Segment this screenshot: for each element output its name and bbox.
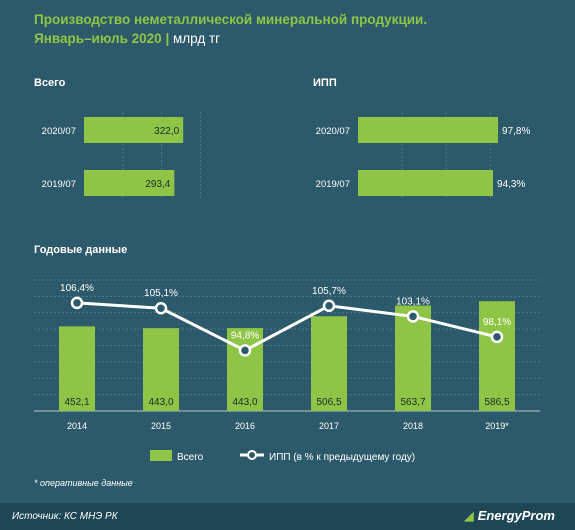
title-line-2: Январь–июль 2020 | млрд тг <box>34 31 221 46</box>
annual-bar-value-label: 586,5 <box>484 397 509 408</box>
annual-bar-value-label: 563,7 <box>400 397 425 408</box>
annual-bar-value-label: 452,1 <box>64 397 89 408</box>
ipp-bar <box>358 117 499 143</box>
logo: ◢ EnergyProm <box>464 508 555 524</box>
ipp-panel-title: ИПП <box>313 77 337 89</box>
ipp-line-point <box>238 344 252 357</box>
ipp-line-value-label: 103,1% <box>396 296 430 307</box>
total-bar <box>84 117 184 143</box>
ipp-line-point <box>154 301 168 315</box>
source-text: Источник: КС МНЭ РК <box>12 511 118 522</box>
ipp-line-value-label: 105,1% <box>144 288 178 299</box>
footnote: * оперативные данные <box>34 478 133 488</box>
ipp-category-label: 2019/07 <box>316 179 350 190</box>
annual-bar <box>479 301 515 411</box>
annual-bar-value-label: 443,0 <box>148 397 173 408</box>
logo-text: EnergyProm <box>477 508 555 523</box>
annual-bar <box>395 305 431 411</box>
ipp-line-point <box>406 310 420 323</box>
total-value-label: 322,0 <box>154 126 179 137</box>
ipp-category-label: 2020/07 <box>316 126 350 137</box>
annual-bar <box>59 326 95 411</box>
ipp-line-point <box>322 299 336 313</box>
ipp-value-label: 94,3% <box>497 179 525 190</box>
ipp-line-point <box>70 296 84 310</box>
total-bar <box>84 170 175 196</box>
legend-line-label: ИПП (в % к предыдущему году) <box>269 452 415 463</box>
total-value-label: 293,4 <box>145 179 170 190</box>
annual-panel-title: Годовые данные <box>34 244 127 256</box>
title-line-1: Производство неметаллической минеральной… <box>34 12 428 27</box>
footer: Источник: КС МНЭ РК ◢ EnergyProm <box>0 503 575 530</box>
title-unit: млрд тг <box>172 31 221 46</box>
annual-category-label: 2018 <box>403 421 423 431</box>
ipp-line-value-label: 106,4% <box>60 283 94 294</box>
annual-bar <box>311 316 347 411</box>
ipp-line-value-label: 94,8% <box>231 330 259 341</box>
annual-bar-value-label: 443,0 <box>232 397 257 408</box>
ipp-line-value-label: 98,1% <box>483 317 511 328</box>
annual-bar <box>143 328 179 411</box>
annual-category-label: 2016 <box>235 421 255 431</box>
ipp-line-value-label: 105,7% <box>312 286 346 297</box>
total-category-label: 2020/07 <box>42 126 76 137</box>
chart-title: Производство неметаллической минеральной… <box>34 10 427 48</box>
title-period: Январь–июль 2020 <box>34 31 162 46</box>
ipp-value-label: 97,8% <box>502 126 530 137</box>
logo-icon: ◢ <box>463 508 474 523</box>
ipp-line <box>76 301 498 353</box>
annual-category-label: 2019* <box>485 421 509 431</box>
annual-bar-value-label: 506,5 <box>316 397 341 408</box>
total-category-label: 2019/07 <box>42 179 76 190</box>
total-panel-title: Всего <box>34 77 66 89</box>
legend-bar-swatch <box>150 450 172 461</box>
chart-canvas: Всего 2020/07 322,0 2019/07 293,4 ИПП 2020/07 9… <box>34 77 540 463</box>
annual-category-label: 2014 <box>67 421 87 431</box>
legend-bar-label: Всего <box>177 452 204 463</box>
ipp-bar <box>358 170 494 196</box>
annual-bar <box>227 328 263 411</box>
annual-category-label: 2015 <box>151 421 171 431</box>
ipp-line-point <box>490 330 504 344</box>
legend-line-marker <box>247 450 257 460</box>
annual-category-label: 2017 <box>319 421 339 431</box>
